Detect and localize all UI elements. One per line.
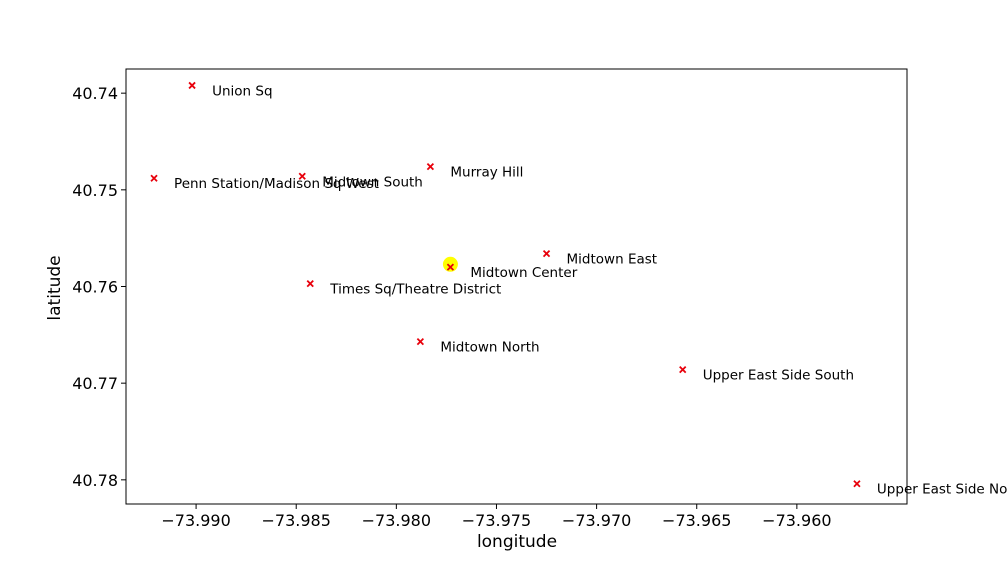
x-axis: −73.990 −73.985 −73.980 −73.975 −73.970 −73.9…	[161, 504, 832, 530]
x-tick-label: −73.975	[462, 511, 531, 530]
point-marker-stroke	[542, 249, 551, 258]
x-tick-label: −73.990	[161, 511, 230, 530]
plot-area-frame	[125, 68, 908, 505]
y-tick-label: 40.78	[72, 471, 118, 490]
point-label: Midtown Center	[470, 265, 577, 281]
point-label: Murray Hill	[450, 165, 523, 181]
y-tick-label: 40.75	[72, 181, 118, 200]
point-label: Upper East Side South	[703, 368, 854, 384]
highlight-marker	[442, 256, 458, 272]
x-axis-label: longitude	[477, 532, 557, 552]
point-marker-stroke	[306, 279, 314, 288]
point-label: Midtown East	[567, 252, 658, 268]
point-label: Times Sq/Theatre District	[329, 282, 501, 298]
point-marker-stroke	[416, 337, 425, 346]
x-tick-label: −73.965	[662, 511, 731, 530]
data-point: Times Sq/Theatre District	[306, 279, 501, 298]
x-tick-label: −73.960	[762, 511, 831, 530]
y-tick-label: 40.77	[72, 374, 118, 393]
data-point: Midtown Center	[446, 263, 578, 281]
point-label: Union Sq	[212, 83, 272, 99]
x-tick-label: −73.980	[362, 511, 431, 530]
data-point: Midtown South	[298, 172, 423, 190]
data-point: Upper East Side North	[853, 480, 1008, 498]
data-point: Upper East Side South	[679, 365, 854, 384]
data-point: Penn Station/Madison Sq West	[150, 174, 379, 192]
x-tick-label: −73.985	[262, 511, 331, 530]
point-label: Upper East Side North	[877, 482, 1008, 498]
data-point: Union Sq	[188, 81, 273, 99]
data-point: Midtown North	[416, 337, 540, 356]
y-tick-label: 40.76	[72, 278, 118, 297]
point-label: Midtown North	[440, 340, 539, 356]
point-label: Penn Station/Madison Sq West	[174, 176, 379, 192]
point-marker-stroke	[446, 263, 455, 271]
point-marker-stroke	[298, 172, 306, 180]
point-marker-stroke	[188, 81, 196, 90]
point-marker-stroke	[150, 174, 158, 182]
y-tick-label: 40.74	[72, 84, 118, 103]
point-marker-stroke	[426, 162, 435, 171]
point-marker-stroke	[679, 365, 687, 374]
x-tick-label: −73.970	[562, 511, 631, 530]
data-point: Murray Hill	[426, 162, 523, 181]
data-point: Midtown East	[542, 249, 658, 268]
y-axis-label: latitude	[45, 255, 65, 320]
point-label: Midtown South	[322, 174, 423, 190]
point-marker-stroke	[853, 480, 861, 488]
y-axis: 40.74 40.75 40.76 40.77 40.78	[72, 84, 126, 490]
